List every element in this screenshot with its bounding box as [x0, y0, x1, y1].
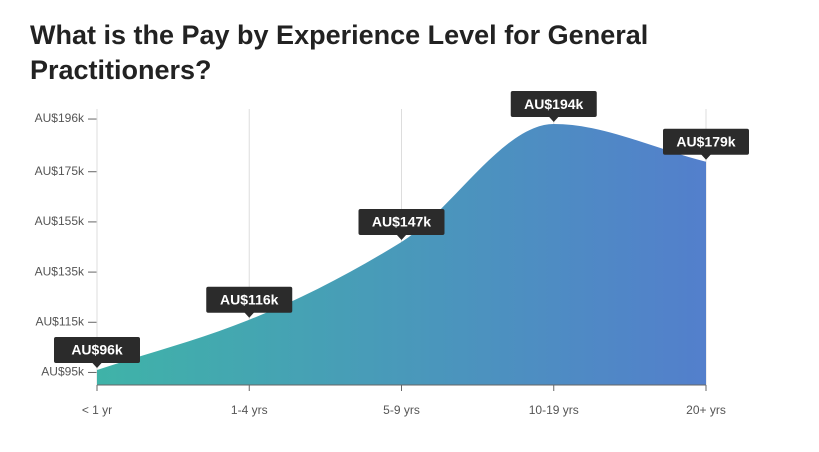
chart-title: What is the Pay by Experience Level for … — [30, 20, 649, 85]
value-label-box — [510, 91, 597, 118]
y-tick-label: AU$175k — [35, 164, 85, 178]
value-label-pointer — [701, 154, 711, 160]
value-label: AU$147k — [358, 208, 445, 240]
value-label-pointer — [548, 116, 559, 123]
x-tick-label: < 1 yr — [82, 403, 112, 417]
value-label-text: AU$96k — [71, 342, 123, 358]
value-label-box — [206, 286, 293, 313]
value-label-pointer — [396, 234, 407, 240]
x-tick-label: 5-9 yrs — [383, 403, 420, 417]
value-label-text: AU$147k — [372, 214, 431, 230]
value-label-text: AU$179k — [676, 133, 735, 149]
value-label-text: AU$116k — [220, 291, 279, 307]
y-tick-label: AU$95k — [41, 365, 85, 379]
y-tick-label: AU$155k — [35, 214, 85, 228]
value-label-box — [358, 208, 445, 235]
value-label: AU$194k — [510, 91, 597, 123]
x-tick-label: 1-4 yrs — [231, 403, 268, 417]
value-label-box — [663, 128, 749, 155]
value-label: AU$116k — [206, 286, 293, 318]
value-label: AU$96k — [54, 336, 140, 368]
value-label-pointer — [244, 312, 255, 318]
y-tick-label: AU$196k — [35, 111, 85, 125]
y-tick-label: AU$115k — [36, 314, 85, 328]
x-tick-label: 10-19 yrs — [529, 403, 579, 417]
value-label: AU$179k — [663, 128, 749, 160]
value-label-pointer — [92, 362, 102, 368]
x-tick-label: 20+ yrs — [686, 403, 726, 417]
value-label-text: AU$194k — [524, 96, 583, 112]
area — [97, 124, 706, 386]
y-tick-label: AU$135k — [35, 264, 85, 278]
value-label-box — [54, 336, 140, 363]
